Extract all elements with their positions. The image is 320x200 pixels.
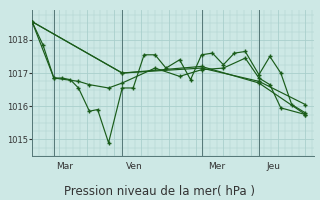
- Text: Jeu: Jeu: [267, 162, 281, 171]
- Text: Mar: Mar: [56, 162, 73, 171]
- Text: Mer: Mer: [208, 162, 225, 171]
- Text: Ven: Ven: [126, 162, 143, 171]
- Text: Pression niveau de la mer( hPa ): Pression niveau de la mer( hPa ): [65, 185, 255, 198]
